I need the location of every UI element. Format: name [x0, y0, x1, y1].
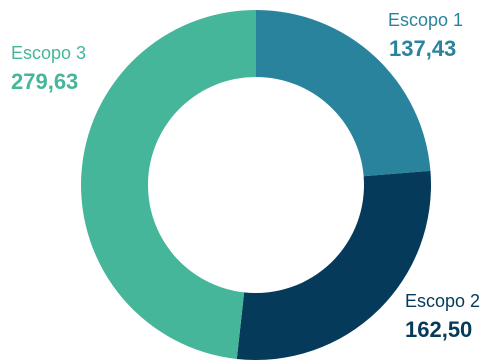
slice-name-label: Escopo 2 — [405, 291, 480, 311]
donut-slice-1 — [256, 10, 431, 177]
slice-value-label: 162,50 — [405, 317, 472, 342]
slice-label-escopo-1: Escopo 1 137,43 — [388, 10, 463, 61]
slice-label-escopo-2: Escopo 2 162,50 — [405, 291, 480, 342]
slice-label-escopo-3: Escopo 3 279,63 — [11, 43, 86, 94]
slice-name-label: Escopo 1 — [388, 10, 463, 30]
donut-slice-2 — [236, 170, 432, 360]
slice-value-label: 279,63 — [11, 69, 78, 94]
slice-name-label: Escopo 3 — [11, 43, 86, 63]
donut-slices — [81, 10, 432, 360]
donut-slice-3 — [81, 10, 256, 359]
slice-value-label: 137,43 — [389, 36, 456, 61]
